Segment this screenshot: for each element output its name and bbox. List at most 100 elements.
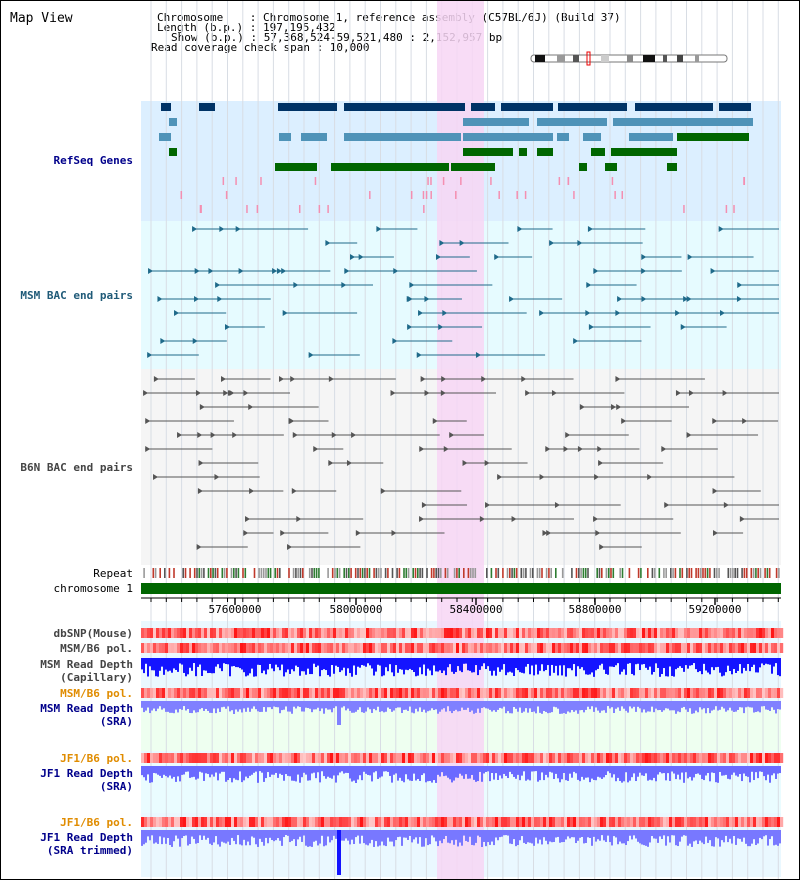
repeat-mark [258,568,260,578]
track-label-msm-read-depth-sra[interactable]: MSM Read Depth [40,702,133,715]
depth-bar [331,701,333,713]
track-label-msm-bac[interactable]: MSM BAC end pairs [20,289,133,302]
heat-cell [750,817,754,827]
heat-cell [261,688,265,698]
depth-bar [601,658,603,664]
bac-end-marker [291,488,297,494]
track-label-chromosome[interactable]: chromosome 1 [53,582,133,595]
depth-bar [433,701,435,711]
depth-bar [611,658,613,667]
heat-cell [285,643,289,653]
heat-cell [366,643,370,653]
depth-bar [321,658,323,671]
depth-bar [763,830,765,837]
heat-cell [156,643,160,653]
depth-bar [705,658,707,671]
heat-cell [204,817,208,827]
heat-cell [168,817,172,827]
depth-bar [295,658,297,666]
heat-cell [381,643,385,653]
bac-end-marker [593,268,599,274]
depth-bar [333,658,335,674]
track-label-jf1-b6-pol[interactable]: JF1/B6 pol. [60,752,133,765]
track-label-jf1-read-depth-trimmed[interactable]: JF1 Read Depth [40,831,133,844]
heat-cell [429,817,433,827]
heat-cell [708,817,712,827]
depth-bar [269,830,271,838]
track-label-jf1-b6-pol-trimmed[interactable]: JF1/B6 pol. [60,816,133,829]
track-label-refseq[interactable]: RefSeq Genes [53,154,133,167]
repeat-mark [242,568,244,578]
heat-cell [615,753,619,763]
heat-cell [213,688,217,698]
depth-bar [707,830,709,843]
depth-bar [227,701,229,707]
depth-bar [763,766,765,777]
depth-bar [623,830,625,844]
heat-cell [207,628,211,638]
track-label-repeat[interactable]: Repeat [93,567,133,580]
bac-end-marker [148,268,154,274]
heat-cell [636,753,640,763]
heat-cell [720,753,724,763]
depth-bar [367,830,369,846]
depth-bar [239,701,241,710]
depth-bar [573,766,575,772]
depth-bar [159,658,161,671]
track-label-b6n-bac[interactable]: B6N BAC end pairs [20,461,133,474]
depth-bar [487,830,489,843]
depth-bar [169,701,171,713]
track-label-dbsnp[interactable]: dbSNP(Mouse) [53,627,133,640]
depth-bar [749,701,751,708]
heat-cell [618,817,622,827]
heat-cell [240,628,244,638]
depth-bar [611,766,613,778]
depth-bar [539,766,541,781]
track-label-jf1-read-depth-sra[interactable]: JF1 Read Depth [40,767,133,780]
depth-bar [747,766,749,777]
heat-cell [282,817,286,827]
depth-bar [179,658,181,664]
repeat-mark [529,568,532,578]
repeat-mark [426,568,428,578]
heat-cell [537,688,541,698]
depth-bar [769,658,771,665]
depth-bar [437,830,439,847]
repeat-mark [221,568,224,578]
heat-cell [210,817,214,827]
repeat-mark [522,568,525,578]
heat-cell [441,817,445,827]
heat-cell [549,643,553,653]
heat-cell [540,753,544,763]
depth-bar [619,701,621,711]
track-label-msm-b6-pol-sra[interactable]: MSM/B6 pol. [60,687,133,700]
repeat-mark [253,568,256,578]
depth-bar [545,766,547,775]
heat-cell [288,688,292,698]
heat-cell [438,817,442,827]
depth-bar [223,701,225,707]
depth-bar [609,658,611,667]
bac-end-marker [199,404,205,410]
depth-bar [711,830,713,847]
bac-end-marker [238,268,244,274]
heat-cell [528,643,532,653]
heat-cell [306,688,310,698]
depth-bar [475,766,477,782]
depth-bar [483,766,485,774]
heat-cell [657,643,661,653]
depth-bar [639,701,641,709]
bac-end-marker [198,460,204,466]
depth-bar [299,766,301,783]
heat-cell [582,817,586,827]
gene-marker [425,191,428,199]
bac-end-marker [287,544,293,550]
track-label-msm-b6-pol[interactable]: MSM/B6 pol. [60,642,133,655]
track-label-msm-read-depth-capillary[interactable]: MSM Read Depth [40,658,133,671]
depth-bar [359,766,361,776]
depth-bar [319,701,321,712]
heat-cell [486,688,490,698]
heat-cell [174,628,178,638]
heat-cell [348,643,352,653]
